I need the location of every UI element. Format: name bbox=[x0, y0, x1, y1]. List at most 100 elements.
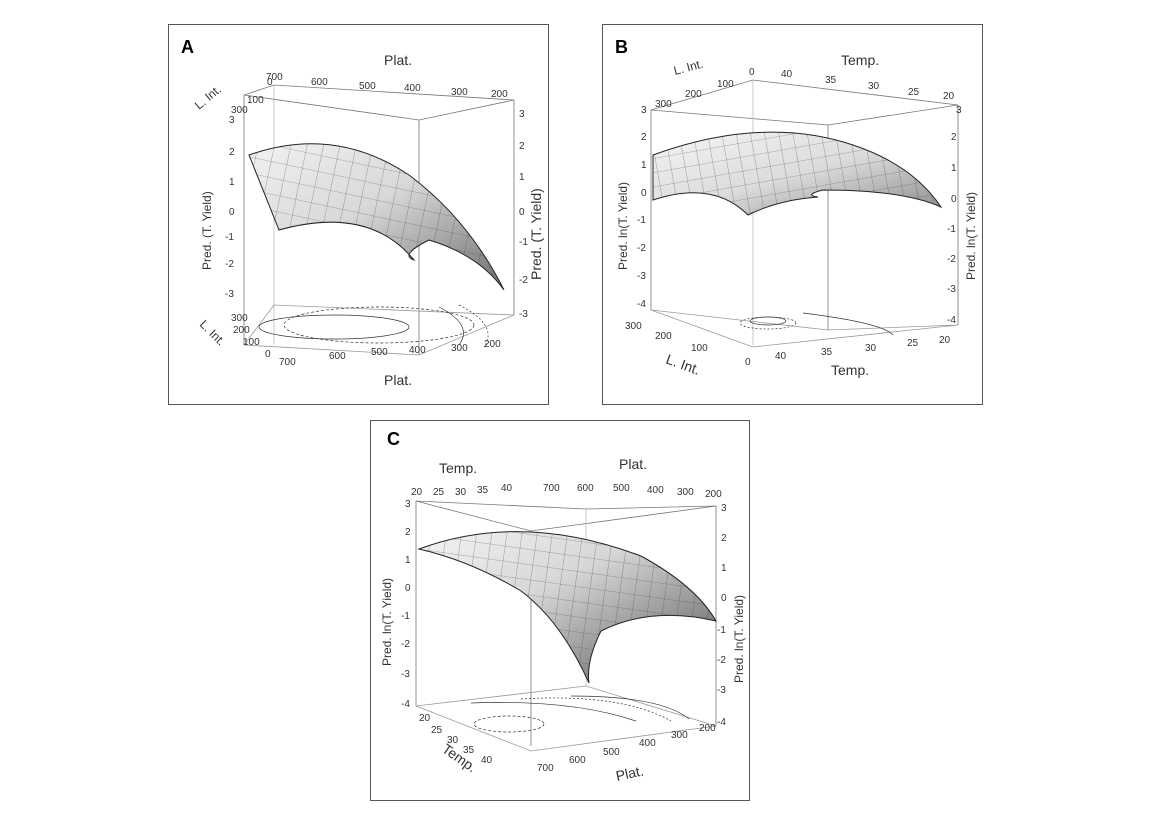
tick-label: 25 bbox=[907, 338, 919, 349]
tick-label: 20 bbox=[939, 335, 951, 346]
tick-label: 100 bbox=[243, 337, 260, 348]
tick-label: 400 bbox=[639, 738, 656, 749]
right-z-ticks: 3 2 1 0 -1 -2 -3 bbox=[519, 109, 528, 320]
tick-label: 500 bbox=[371, 347, 388, 358]
tick-label: 500 bbox=[359, 81, 376, 92]
tick-label: -3 bbox=[401, 669, 410, 680]
tick-label: 300 bbox=[451, 343, 468, 354]
tick-label: 0 bbox=[267, 77, 273, 88]
tick-label: -3 bbox=[519, 309, 528, 320]
x-axis-label-top: Temp. bbox=[841, 52, 879, 68]
x-axis-label-bottom: Temp. bbox=[831, 362, 869, 378]
right-z-ticks: 3 2 1 0 -1 -2 -3 -4 bbox=[947, 105, 962, 326]
tick-label: 35 bbox=[477, 485, 489, 496]
surface-plot-a: 700 600 500 400 300 200 Plat. 0 100 300 … bbox=[192, 52, 544, 388]
contour-lines bbox=[470, 695, 690, 733]
tick-label: 20 bbox=[419, 713, 431, 724]
top-x-ticks: 700 600 500 400 300 200 bbox=[543, 483, 722, 500]
tick-label: 300 bbox=[625, 321, 642, 332]
tick-label: 1 bbox=[721, 563, 727, 574]
panel-b: L. Int. 0 100 200 300 Temp. 40 35 30 25 … bbox=[602, 24, 983, 405]
tick-label: 40 bbox=[775, 351, 787, 362]
top-y-ticks: 0 100 200 300 bbox=[655, 67, 755, 110]
y-axis-label-top: L. Int. bbox=[192, 82, 224, 112]
tick-label: 1 bbox=[229, 177, 235, 188]
tick-label: 3 bbox=[956, 105, 962, 116]
tick-label: 200 bbox=[685, 89, 702, 100]
tick-label: 100 bbox=[717, 79, 734, 90]
tick-label: -1 bbox=[947, 224, 956, 235]
bottom-y-ticks: 300 200 100 0 bbox=[231, 313, 271, 360]
panel-letter: B bbox=[615, 37, 628, 57]
tick-label: -1 bbox=[637, 215, 646, 226]
tick-label: 700 bbox=[266, 72, 283, 83]
tick-label: -3 bbox=[637, 271, 646, 282]
tick-label: -2 bbox=[519, 275, 528, 286]
tick-label: -2 bbox=[401, 639, 410, 650]
bottom-x-ticks: 700 600 500 400 300 200 bbox=[279, 339, 501, 368]
x-axis-label-top: Plat. bbox=[384, 52, 412, 68]
tick-label: 0 bbox=[721, 593, 727, 604]
tick-label: 35 bbox=[821, 347, 833, 358]
z-axis-label-right: Pred. ln(T. Yield) bbox=[732, 595, 746, 683]
tick-label: 300 bbox=[451, 87, 468, 98]
tick-label: 40 bbox=[501, 483, 513, 494]
tick-label: 1 bbox=[405, 555, 411, 566]
tick-label: 3 bbox=[229, 115, 235, 126]
tick-label: 2 bbox=[519, 141, 525, 152]
panel-letter: A bbox=[181, 37, 194, 57]
contour-lines bbox=[258, 304, 489, 348]
tick-label: 500 bbox=[613, 483, 630, 494]
tick-label: 1 bbox=[951, 163, 957, 174]
tick-label: 2 bbox=[641, 132, 647, 143]
tick-label: 0 bbox=[405, 583, 411, 594]
tick-label: 2 bbox=[405, 527, 411, 538]
tick-label: 0 bbox=[641, 188, 647, 199]
tick-label: -4 bbox=[947, 315, 956, 326]
top-y-ticks: 20 25 30 35 40 bbox=[411, 483, 513, 498]
tick-label: 200 bbox=[699, 723, 716, 734]
tick-label: 300 bbox=[231, 105, 248, 116]
tick-label: 200 bbox=[655, 331, 672, 342]
tick-label: 3 bbox=[519, 109, 525, 120]
z-axis-label-left: Pred. ln(T. Yield) bbox=[380, 578, 394, 666]
bottom-x-ticks: 40 35 30 25 20 bbox=[775, 335, 951, 362]
tick-label: 700 bbox=[537, 763, 554, 774]
right-z-ticks: 3 2 1 0 -1 -2 -3 -4 bbox=[717, 503, 727, 728]
bottom-y-ticks: 300 200 100 0 bbox=[625, 321, 751, 368]
tick-label: -1 bbox=[401, 611, 410, 622]
tick-label: 100 bbox=[247, 95, 264, 106]
plot-box bbox=[650, 79, 959, 348]
y-axis-label-bottom: L. Int. bbox=[197, 317, 228, 348]
tick-label: 300 bbox=[231, 313, 248, 324]
tick-label: -4 bbox=[717, 717, 726, 728]
z-axis-label-left: Pred. ln(T. Yield) bbox=[616, 182, 630, 270]
tick-label: 600 bbox=[577, 483, 594, 494]
tick-label: -4 bbox=[637, 299, 646, 310]
tick-label: 35 bbox=[463, 745, 475, 756]
left-z-ticks: 3 2 1 0 -1 -2 -3 -4 bbox=[401, 499, 411, 710]
tick-label: 25 bbox=[431, 725, 443, 736]
tick-label: 2 bbox=[951, 132, 957, 143]
top-x-ticks: 700 600 500 400 300 200 bbox=[266, 72, 508, 100]
tick-label: 25 bbox=[908, 87, 920, 98]
tick-label: -2 bbox=[947, 254, 956, 265]
tick-label: 20 bbox=[411, 487, 423, 498]
x-axis-label-bottom: Plat. bbox=[614, 762, 645, 783]
tick-label: -3 bbox=[717, 685, 726, 696]
tick-label: -2 bbox=[717, 655, 726, 666]
tick-label: 3 bbox=[405, 499, 411, 510]
tick-label: 300 bbox=[671, 730, 688, 741]
tick-label: 30 bbox=[447, 735, 459, 746]
tick-label: 600 bbox=[311, 77, 328, 88]
tick-label: 2 bbox=[721, 533, 727, 544]
tick-label: 0 bbox=[749, 67, 755, 78]
tick-label: 300 bbox=[677, 487, 694, 498]
tick-label: 0 bbox=[745, 357, 751, 368]
tick-label: 400 bbox=[404, 83, 421, 94]
tick-label: 3 bbox=[641, 105, 647, 116]
tick-label: 200 bbox=[705, 489, 722, 500]
tick-label: 200 bbox=[484, 339, 501, 350]
tick-label: -2 bbox=[225, 259, 234, 270]
tick-label: -3 bbox=[225, 289, 234, 300]
